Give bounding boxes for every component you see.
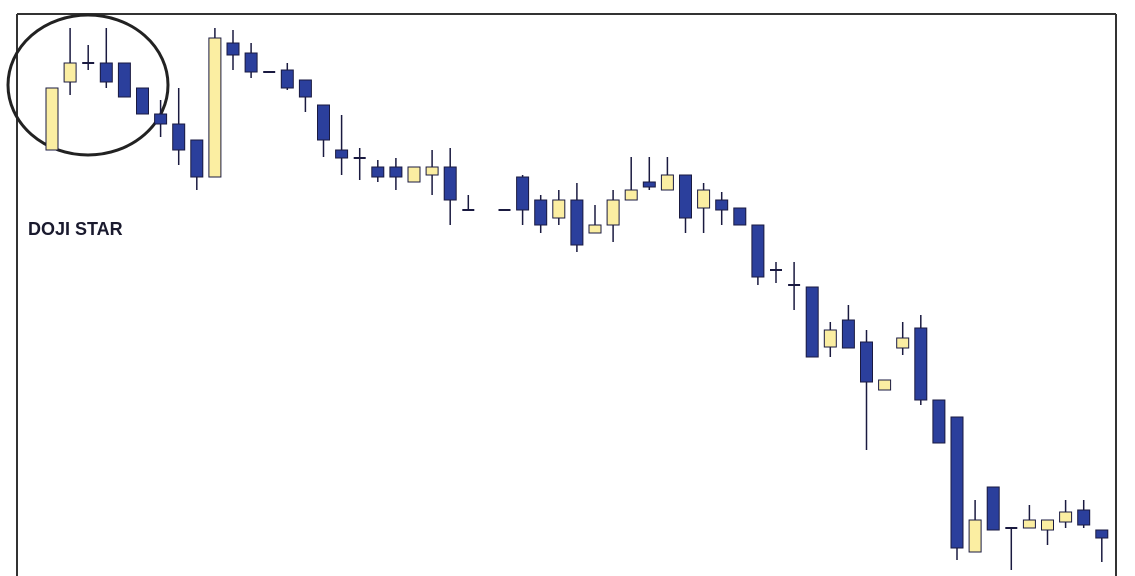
candle-body <box>335 149 349 159</box>
candle-body <box>660 174 674 191</box>
candle-body <box>1095 529 1109 539</box>
candle-body <box>950 416 964 549</box>
candle-body <box>136 87 149 115</box>
candle-body <box>516 176 530 211</box>
candle-body <box>642 181 656 188</box>
candle-body <box>588 224 602 234</box>
candle-body <box>932 399 946 444</box>
candle-body <box>552 199 566 219</box>
candle-body <box>679 174 692 219</box>
candle-body <box>317 104 330 141</box>
candle-body <box>226 42 240 56</box>
candle-body <box>751 224 765 278</box>
candle-body <box>1077 509 1091 526</box>
candle-body <box>1041 519 1054 531</box>
annotation: DOJI STAR <box>28 219 123 239</box>
candle-body <box>1022 519 1036 529</box>
candle-body <box>697 189 711 209</box>
candle-body <box>172 123 186 151</box>
candle-body <box>860 341 873 383</box>
candle-body <box>389 166 403 178</box>
candle-body <box>715 199 729 211</box>
candle-body <box>244 52 258 73</box>
candle-body <box>117 62 131 98</box>
candle-body <box>570 199 584 246</box>
candle-body <box>99 62 113 83</box>
candle-body <box>878 379 892 391</box>
highlight-circle <box>6 13 170 157</box>
candle-body <box>45 87 59 151</box>
candle-body <box>896 337 910 349</box>
candle-body <box>733 207 747 226</box>
candle-body <box>443 166 457 201</box>
candle-body <box>280 69 294 89</box>
candle-body <box>63 62 77 83</box>
candle-body <box>1059 511 1073 523</box>
candle-body <box>968 519 982 553</box>
candle-body <box>190 139 204 178</box>
candle-body <box>841 319 855 349</box>
candle-body <box>425 166 439 176</box>
candle-body <box>624 189 638 201</box>
candle-body <box>371 166 385 178</box>
candle-body <box>606 199 620 226</box>
candle-body <box>407 166 421 183</box>
candle-body <box>154 113 168 125</box>
candle-body <box>298 79 312 98</box>
candle-body <box>986 486 1000 531</box>
candle-body <box>534 199 548 226</box>
candle-body <box>805 286 819 358</box>
candle-body <box>823 329 837 348</box>
candle-body <box>914 327 928 401</box>
candle-body <box>208 37 222 178</box>
